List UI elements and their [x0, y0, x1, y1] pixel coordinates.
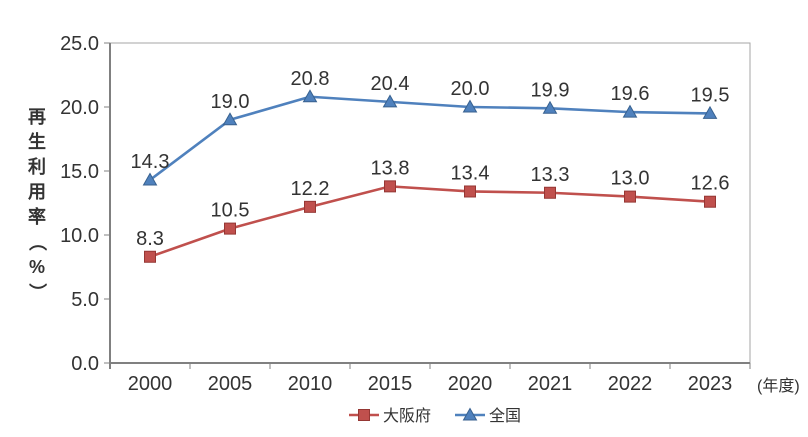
data-point-label: 10.5 — [211, 200, 250, 222]
y-axis-title: 再生利用率（%） — [24, 108, 50, 301]
data-point-marker — [142, 172, 158, 186]
data-point-label: 12.2 — [291, 178, 330, 200]
data-point-label: 20.0 — [451, 78, 490, 100]
data-point-marker — [464, 185, 476, 198]
y-axis-title-char: 用 — [28, 182, 46, 202]
legend-label: 大阪府 — [383, 407, 431, 425]
y-axis-title-char: % — [28, 257, 45, 277]
data-point-marker — [622, 104, 638, 118]
y-axis-tick-label: 15.0 — [60, 161, 99, 183]
x-axis-tick-label: 2005 — [208, 373, 253, 395]
y-axis-tick-label: 25.0 — [60, 33, 99, 55]
y-axis-tick-label: 5.0 — [71, 289, 99, 311]
y-axis-tick-label: 20.0 — [60, 97, 99, 119]
data-point-marker — [302, 89, 318, 103]
y-axis-title-char: 生 — [28, 132, 46, 152]
series-line — [149, 185, 711, 258]
data-point-marker — [384, 180, 396, 193]
legend-triangle-icon — [462, 407, 478, 421]
data-point-marker — [624, 190, 636, 203]
x-axis-tick-label: 2022 — [608, 373, 653, 395]
data-point-marker — [382, 94, 398, 108]
y-axis-title-char: 再 — [28, 107, 46, 127]
data-point-label: 13.8 — [371, 157, 410, 179]
data-point-marker — [224, 222, 236, 235]
data-point-label: 13.4 — [451, 162, 490, 184]
data-point-marker — [304, 200, 316, 213]
data-point-label: 20.4 — [371, 73, 410, 95]
series-national: 14.3 19.0 20.8 20.4 20.0 19.9 19.6 19.5 — [131, 68, 730, 186]
legend: 大阪府 全国 — [349, 407, 521, 425]
x-axis-tick-label: 2015 — [368, 373, 413, 395]
plot-area-border — [109, 42, 751, 364]
x-axis-tick-label: 2023 — [688, 373, 733, 395]
series-line — [149, 95, 711, 181]
data-point-label: 12.6 — [691, 173, 730, 195]
legend-square-icon — [358, 409, 370, 421]
data-point-label: 19.5 — [691, 84, 730, 106]
data-point-label: 19.6 — [611, 83, 650, 105]
data-point-label: 13.3 — [531, 164, 570, 186]
x-axis-tick-label: 2000 — [128, 373, 173, 395]
data-point-marker — [542, 100, 558, 114]
data-point-marker — [704, 195, 716, 208]
data-point-marker — [222, 112, 238, 126]
x-axis-unit-label: (年度) — [757, 377, 800, 395]
y-axis-title-char: 利 — [28, 157, 46, 177]
data-point-marker — [462, 99, 478, 113]
data-point-marker — [544, 186, 556, 199]
data-point-label: 20.8 — [291, 68, 330, 90]
x-axis-tick-label: 2021 — [528, 373, 573, 395]
data-point-label: 14.3 — [131, 151, 170, 173]
x-axis-tick-label: 2010 — [288, 373, 333, 395]
data-point-label: 19.0 — [211, 91, 250, 113]
data-point-label: 13.0 — [611, 168, 650, 190]
y-axis-title-char: 率 — [28, 207, 46, 227]
legend-item: 大阪府 — [349, 407, 431, 425]
legend-item: 全国 — [455, 407, 521, 425]
data-point-label: 19.9 — [531, 79, 570, 101]
y-axis-tick-label: 10.0 — [60, 225, 99, 247]
x-axis-tick-label: 2020 — [448, 373, 493, 395]
data-point-marker — [702, 105, 718, 119]
data-point-marker — [144, 250, 156, 263]
series-osaka: 8.3 10.5 12.2 13.8 13.4 13.3 13.0 12.6 — [136, 157, 730, 263]
data-point-label: 8.3 — [136, 228, 164, 250]
y-axis-tick-label: 0.0 — [71, 353, 99, 375]
legend-label: 全国 — [489, 407, 521, 425]
